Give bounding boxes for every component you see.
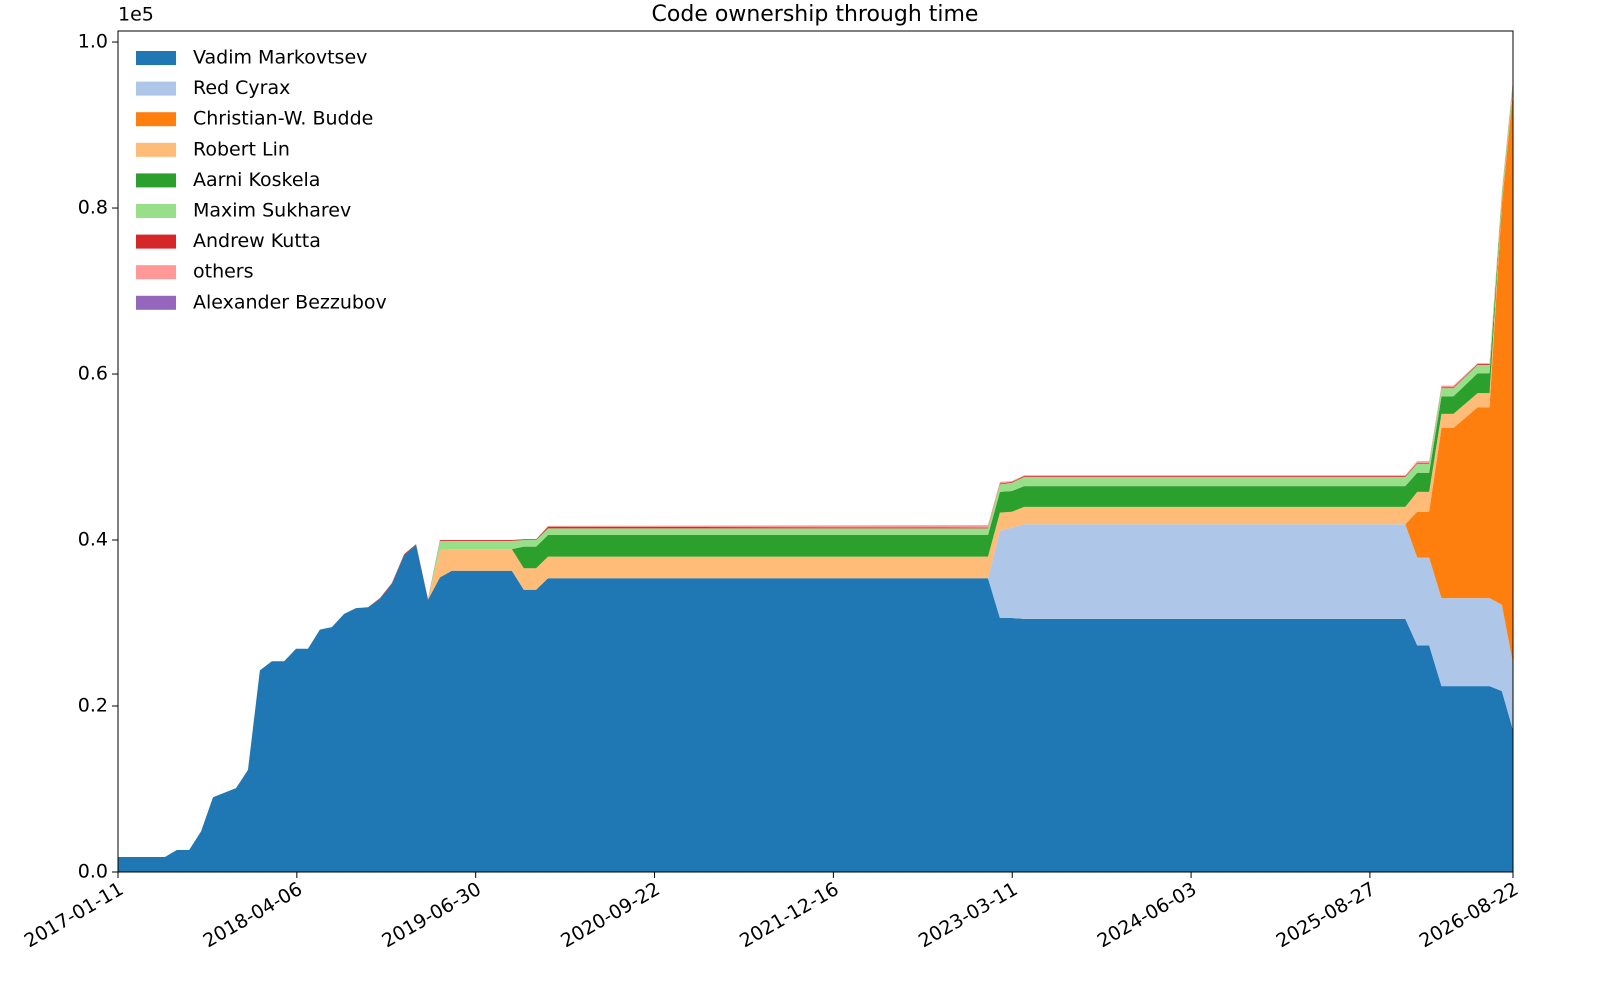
legend-label: Maxim Sukharev [193,200,351,222]
legend-swatch [136,204,176,218]
legend-swatch [136,265,176,280]
area [118,524,1513,858]
legend-label: Andrew Kutta [193,230,321,252]
x-tick-label: 2021-12-16 [736,878,843,952]
legend-label: Aarni Koskela [193,169,320,191]
area [118,545,1513,872]
y-tick-label: 0.4 [78,529,108,551]
legend-label: Alexander Bezzubov [193,291,387,313]
legend-swatch [136,81,176,96]
offset-label: 1e5 [118,4,154,26]
y-tick-label: 0.6 [78,363,108,385]
x-tick-label: 2019-06-30 [378,878,485,952]
legend-label: Robert Lin [193,138,290,160]
legend-swatch [136,51,176,65]
x-tick-label: 2018-04-06 [199,878,306,952]
legend-label: Vadim Markovtsev [193,47,367,69]
legend-swatch [136,112,176,127]
legend-swatch [136,173,176,188]
plot-frame [117,30,1514,873]
x-tick-label: 2024-06-03 [1094,878,1201,952]
y-tick-label: 0.2 [78,695,108,717]
x-tick-label: 2020-09-22 [557,878,664,952]
x-tick-label: 2017-01-11 [21,878,128,952]
x-tick-label: 2023-03-11 [915,878,1022,952]
legend-label: Red Cyrax [193,77,290,99]
chart-title: Code ownership through time [652,2,979,27]
legend-label: Christian-W. Budde [193,108,373,130]
y-tick-label: 0.8 [78,197,108,219]
x-tick-label: 2026-08-22 [1416,878,1523,952]
x-tick-label: 2025-08-27 [1273,878,1380,952]
legend-swatch [136,234,176,249]
legend-swatch [136,142,176,157]
legend-label: others [193,261,254,283]
y-tick-label: 0.0 [78,861,108,883]
y-tick-label: 1.0 [78,31,108,53]
legend-swatch [136,295,176,310]
